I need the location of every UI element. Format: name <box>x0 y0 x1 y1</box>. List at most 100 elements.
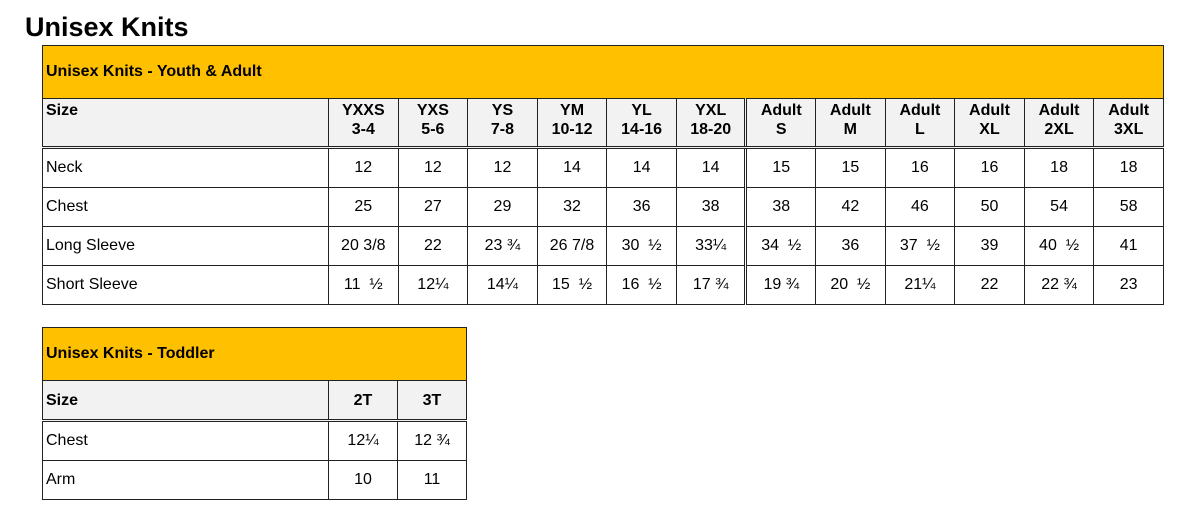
measurement-cell: 39 <box>954 226 1025 266</box>
size-header-line: 2T <box>353 391 373 409</box>
size-column-header: YS 7-8 <box>467 98 538 149</box>
size-header-line: 3XL <box>1114 121 1144 138</box>
measurement-cell: 42 <box>815 187 886 227</box>
measurement-cell: 10 <box>328 460 398 500</box>
size-column-header: Adult 2XL <box>1023 98 1095 149</box>
measurement-cell: 17 ¾ <box>675 265 747 305</box>
measurement-cell: 12¼ <box>328 420 398 461</box>
header-row: Size YXXS 3-4 YXS 5-6 YS 7-8 YM 10-12 YL 14-16 YXL 1… <box>42 98 1164 149</box>
measurement-cell: 12¼ <box>397 265 469 305</box>
size-header-line: M <box>843 121 857 138</box>
size-header-line: 2XL <box>1044 121 1074 138</box>
measurement-cell: 38 <box>744 187 817 227</box>
table-row: Arm 10 11 <box>42 460 467 500</box>
size-header-line: 14-16 <box>621 121 663 138</box>
row-label: Chest <box>42 187 329 227</box>
size-header-line: 3-4 <box>351 121 375 138</box>
size-header-line: YXXS <box>341 102 385 119</box>
row-label: Chest <box>42 420 329 461</box>
measurement-cell: 33¼ <box>675 226 747 266</box>
size-header-line: Adult <box>760 102 802 119</box>
table-banner: Unisex Knits - Youth & Adult <box>42 45 1164 99</box>
size-header-line: YL <box>631 102 652 119</box>
measurement-cell: 50 <box>954 187 1025 227</box>
size-column-header: Adult 3XL <box>1093 98 1164 149</box>
measurement-cell: 38 <box>675 187 747 227</box>
measurement-cell: 15 <box>744 147 817 188</box>
measurement-cell: 22 <box>397 226 469 266</box>
row-label: Long Sleeve <box>42 226 329 266</box>
youth-adult-size-table: Unisex Knits - Youth & Adult Size YXXS 3-4 Y… <box>42 45 1164 305</box>
measurement-cell: 32 <box>536 187 608 227</box>
size-header-line: YM <box>560 102 585 119</box>
measurement-cell: 27 <box>397 187 469 227</box>
measurement-cell: 58 <box>1093 187 1164 227</box>
measurement-cell: 29 <box>467 187 538 227</box>
size-header-line: 18-20 <box>690 121 732 138</box>
measurement-cell: 34 ½ <box>744 226 817 266</box>
measurement-cell: 14 <box>675 147 747 188</box>
measurement-cell: 30 ½ <box>606 226 677 266</box>
table-title: Unisex Knits - Toddler <box>42 327 467 381</box>
size-column-header: 2T <box>328 380 398 422</box>
measurement-cell: 18 <box>1023 147 1095 188</box>
row-label: Short Sleeve <box>42 265 329 305</box>
size-header-line: XL <box>979 121 1000 138</box>
measurement-cell: 23 <box>1093 265 1164 305</box>
measurement-cell: 20 ½ <box>815 265 886 305</box>
size-column-header: YXXS 3-4 <box>328 98 399 149</box>
measurement-cell: 19 ¾ <box>744 265 817 305</box>
measurement-cell: 21¼ <box>884 265 956 305</box>
size-header: Size <box>42 380 329 422</box>
measurement-cell: 23 ¾ <box>467 226 538 266</box>
size-header-line: Adult <box>899 102 941 119</box>
measurement-cell: 16 ½ <box>606 265 677 305</box>
size-header-line: Adult <box>969 102 1010 119</box>
table-row: Chest 12¼ 12 ¾ <box>42 420 467 461</box>
measurement-cell: 14¼ <box>467 265 538 305</box>
measurement-cell: 46 <box>884 187 956 227</box>
measurement-cell: 22 ¾ <box>1023 265 1095 305</box>
size-column-header: YL 14-16 <box>606 98 677 149</box>
size-column-header: Adult S <box>744 98 817 149</box>
measurement-cell: 20 3/8 <box>328 226 399 266</box>
size-header-line: YXL <box>695 102 727 119</box>
measurement-cell: 12 <box>397 147 469 188</box>
measurement-cell: 37 ½ <box>884 226 956 266</box>
table-row: Chest 25 27 29 32 36 38 38 42 46 50 54 58 <box>42 187 1164 227</box>
size-header-line: YS <box>491 102 514 119</box>
size-header-line: Adult <box>1108 102 1150 119</box>
size-header-line: Adult <box>1038 102 1080 119</box>
measurement-cell: 25 <box>328 187 399 227</box>
size-header-line: 7-8 <box>490 121 514 138</box>
size-header-line: 5-6 <box>421 121 445 138</box>
measurement-cell: 11 ½ <box>328 265 399 305</box>
measurement-cell: 26 7/8 <box>536 226 608 266</box>
size-column-header: Adult M <box>815 98 886 149</box>
measurement-cell: 14 <box>606 147 677 188</box>
measurement-cell: 14 <box>536 147 608 188</box>
header-row: Size 2T 3T <box>42 380 467 422</box>
measurement-cell: 36 <box>815 226 886 266</box>
table-row: Short Sleeve 11 ½ 12¼ 14¼ 15 ½ 16 ½ 17 ¾ 19 ¾ 20… <box>42 265 1164 305</box>
measurement-cell: 36 <box>606 187 677 227</box>
size-column-header: Adult L <box>884 98 956 149</box>
size-header-line: 10-12 <box>551 121 593 138</box>
size-header-line: S <box>775 121 787 138</box>
size-header: Size <box>42 98 329 149</box>
size-column-header: YXS 5-6 <box>397 98 469 149</box>
measurement-cell: 12 ¾ <box>397 420 467 461</box>
size-header-line: 3T <box>422 391 442 409</box>
measurement-cell: 40 ½ <box>1023 226 1095 266</box>
row-label: Arm <box>42 460 329 500</box>
size-header-line: L <box>915 121 925 138</box>
measurement-cell: 16 <box>954 147 1025 188</box>
row-label: Neck <box>42 147 329 188</box>
measurement-cell: 18 <box>1093 147 1164 188</box>
measurement-cell: 15 <box>815 147 886 188</box>
size-header-line: YXS <box>416 102 449 119</box>
size-column-header: Adult XL <box>954 98 1025 149</box>
measurement-cell: 54 <box>1023 187 1095 227</box>
measurement-cell: 12 <box>467 147 538 188</box>
table-banner: Unisex Knits - Toddler <box>42 327 467 381</box>
